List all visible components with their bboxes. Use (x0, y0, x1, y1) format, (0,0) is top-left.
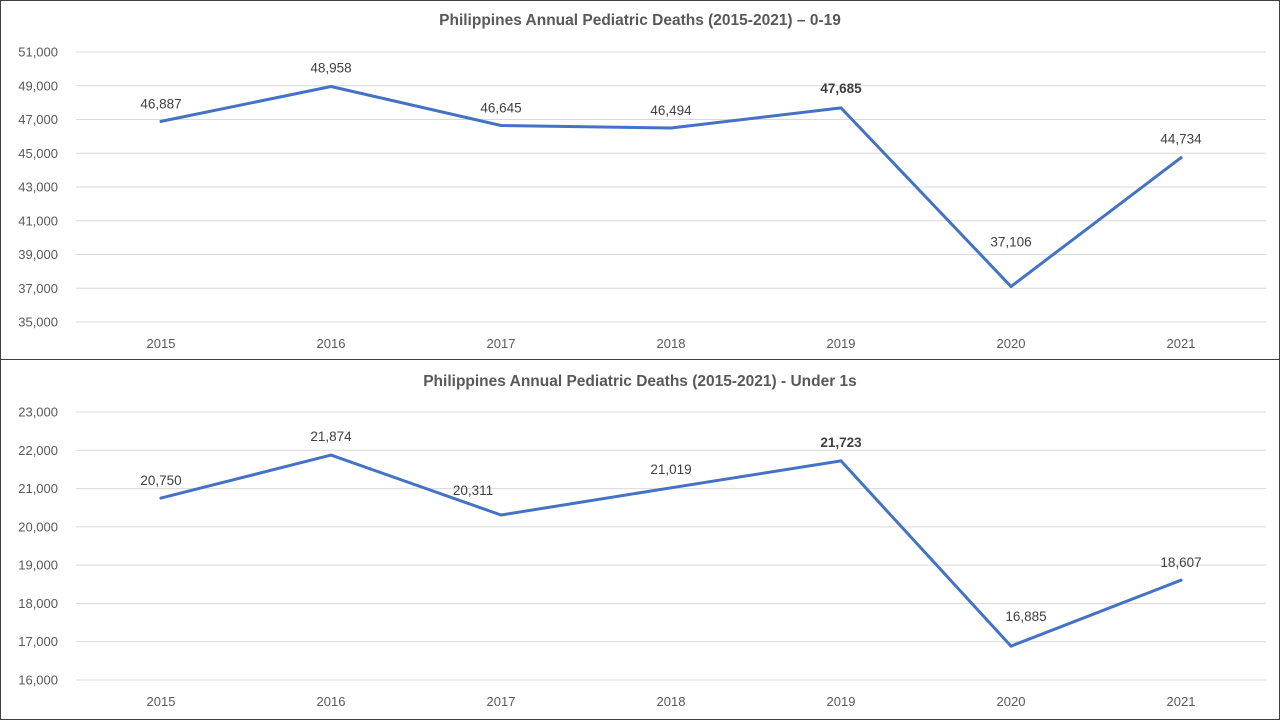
data-point (499, 513, 503, 517)
data-point (1009, 284, 1013, 288)
data-point (669, 486, 673, 490)
y-tick-label: 20,000 (18, 519, 58, 534)
y-tick-label: 45,000 (18, 146, 58, 161)
x-tick-label: 2020 (997, 694, 1026, 709)
x-tick-label: 2019 (827, 336, 856, 351)
chart-panel-under-1s: Philippines Annual Pediatric Deaths (201… (0, 359, 1280, 720)
y-tick-label: 43,000 (18, 180, 58, 195)
x-tick-label: 2021 (1167, 336, 1196, 351)
x-tick-label: 2019 (827, 694, 856, 709)
y-tick-label: 18,000 (18, 596, 58, 611)
x-tick-label: 2018 (657, 694, 686, 709)
data-point (159, 119, 163, 123)
y-tick-label: 49,000 (18, 78, 58, 93)
data-point (669, 126, 673, 130)
y-tick-label: 23,000 (18, 405, 58, 420)
data-label: 48,958 (310, 60, 351, 75)
y-tick-label: 41,000 (18, 213, 58, 228)
data-point (1009, 644, 1013, 648)
data-point (839, 106, 843, 110)
y-tick-label: 51,000 (18, 45, 58, 60)
data-label: 21,019 (650, 462, 691, 477)
data-label: 21,874 (310, 429, 352, 444)
x-tick-label: 2017 (487, 336, 516, 351)
data-label: 21,723 (820, 435, 862, 450)
x-tick-label: 2020 (997, 336, 1026, 351)
x-tick-label: 2018 (657, 336, 686, 351)
x-tick-label: 2016 (317, 336, 346, 351)
data-label: 20,311 (453, 483, 493, 498)
data-label: 37,106 (990, 234, 1031, 249)
line-chart-under-1s: 16,000 17,000 18,000 19,000 20,000 21,000 22,0… (18, 405, 1266, 709)
x-tick-label: 2017 (487, 694, 516, 709)
data-point (839, 459, 843, 463)
y-tick-label: 35,000 (18, 315, 58, 330)
data-point (1179, 156, 1183, 160)
data-point (329, 84, 333, 88)
y-tick-label: 21,000 (18, 481, 58, 496)
data-label: 46,887 (140, 96, 181, 111)
data-label: 20,750 (140, 473, 181, 488)
data-point (1179, 578, 1183, 582)
chart-panel-0-19: Philippines Annual Pediatric Deaths (201… (0, 0, 1280, 360)
data-point (499, 123, 503, 127)
x-tick-label: 2016 (317, 694, 346, 709)
x-tick-label: 2015 (147, 694, 176, 709)
data-label: 16,885 (1005, 609, 1046, 624)
data-label: 47,685 (820, 81, 862, 96)
line-chart-0-19: 35,000 37,000 39,000 41,000 43,000 45,000 47,0… (18, 45, 1266, 351)
y-tick-label: 39,000 (18, 247, 58, 262)
x-tick-label: 2021 (1167, 694, 1196, 709)
y-tick-label: 37,000 (18, 281, 58, 296)
data-point (159, 496, 163, 500)
chart-title: Philippines Annual Pediatric Deaths (201… (423, 373, 857, 390)
chart-title: Philippines Annual Pediatric Deaths (201… (439, 12, 841, 29)
y-tick-label: 16,000 (18, 673, 58, 688)
data-label: 46,494 (650, 103, 692, 118)
data-label: 46,645 (480, 100, 521, 115)
y-tick-label: 47,000 (18, 112, 58, 127)
x-tick-label: 2015 (147, 336, 176, 351)
y-tick-label: 17,000 (18, 634, 58, 649)
data-point (329, 453, 333, 457)
data-label: 44,734 (1160, 132, 1202, 147)
data-label: 18,607 (1160, 555, 1201, 570)
y-tick-label: 19,000 (18, 558, 58, 573)
y-tick-label: 22,000 (18, 443, 58, 458)
